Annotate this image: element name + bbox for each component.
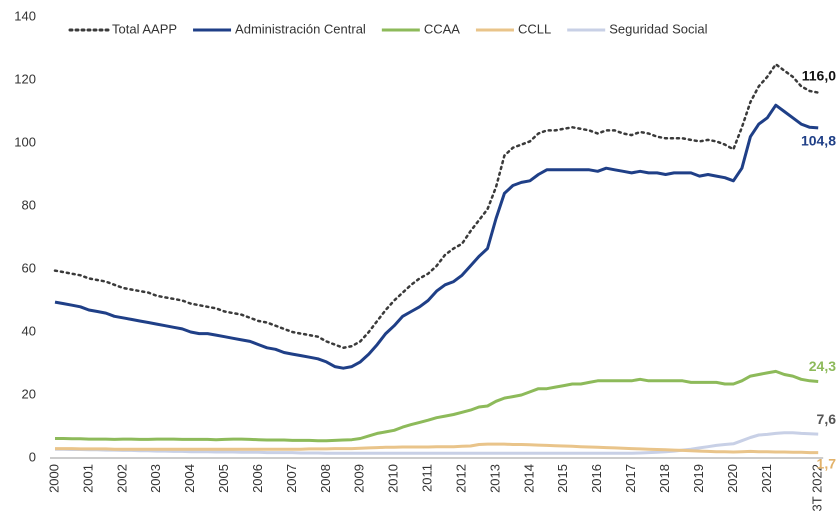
x-tick-label: 2011 bbox=[420, 464, 435, 492]
end-label: 24,3 bbox=[809, 358, 836, 374]
legend-label: CCLL bbox=[518, 21, 551, 36]
series-line bbox=[55, 431, 819, 455]
x-tick-label: 2014 bbox=[521, 464, 536, 493]
y-tick-label: 20 bbox=[22, 386, 36, 401]
y-tick-label: 120 bbox=[14, 71, 36, 86]
legend-item: Seguridad Social bbox=[567, 21, 708, 36]
end-label: 1,7 bbox=[817, 455, 837, 471]
y-tick-label: 80 bbox=[22, 197, 36, 212]
x-tick-label: 2006 bbox=[250, 464, 265, 493]
series-line bbox=[53, 63, 820, 350]
end-label: 104,8 bbox=[801, 133, 836, 149]
legend-item: CCLL bbox=[475, 21, 551, 36]
x-tick-label: 2001 bbox=[80, 464, 95, 493]
series-line bbox=[55, 369, 819, 443]
x-tick-label: 2013 bbox=[487, 464, 502, 493]
x-tick-label: 2020 bbox=[725, 464, 740, 493]
y-tick-label: 0 bbox=[29, 449, 36, 464]
y-tick-label: 60 bbox=[22, 260, 36, 275]
legend-label: Seguridad Social bbox=[609, 21, 707, 36]
legend-item: Administración Central bbox=[193, 21, 366, 36]
x-tick-label: 2021 bbox=[759, 464, 774, 493]
x-tick-label: 2000 bbox=[46, 464, 61, 493]
x-tick-label: 2002 bbox=[114, 464, 129, 493]
x-tick-label: 2016 bbox=[589, 464, 604, 493]
legend-label: CCAA bbox=[424, 21, 460, 36]
x-tick-label: 2008 bbox=[318, 464, 333, 493]
end-label: 116,0 bbox=[802, 67, 836, 83]
x-tick-label: 2004 bbox=[182, 464, 197, 493]
series-line bbox=[55, 442, 819, 455]
y-tick-label: 140 bbox=[14, 8, 36, 23]
x-tick-label: 2009 bbox=[352, 464, 367, 493]
x-tick-label: 2015 bbox=[555, 464, 570, 493]
x-tick-label: 2007 bbox=[284, 464, 299, 493]
x-tick-label: 2010 bbox=[386, 464, 401, 493]
y-tick-label: 40 bbox=[22, 323, 36, 338]
x-tick-label: 2012 bbox=[453, 464, 468, 493]
end-label: 7,6 bbox=[817, 411, 837, 427]
legend-item: Total AAPP bbox=[68, 21, 177, 36]
x-tick-label: 2005 bbox=[216, 464, 231, 493]
y-tick-label: 100 bbox=[14, 134, 36, 149]
legend-label: Administración Central bbox=[235, 21, 366, 36]
x-tick-label: 3T 2022 bbox=[810, 464, 825, 511]
x-tick-label: 2018 bbox=[657, 464, 672, 493]
series-line bbox=[54, 103, 819, 370]
x-tick-label: 2019 bbox=[691, 464, 706, 493]
legend-item: CCAA bbox=[381, 21, 460, 36]
x-tick-label: 2003 bbox=[148, 464, 163, 493]
x-tick-label: 2017 bbox=[623, 464, 638, 493]
legend-label: Total AAPP bbox=[112, 21, 177, 36]
